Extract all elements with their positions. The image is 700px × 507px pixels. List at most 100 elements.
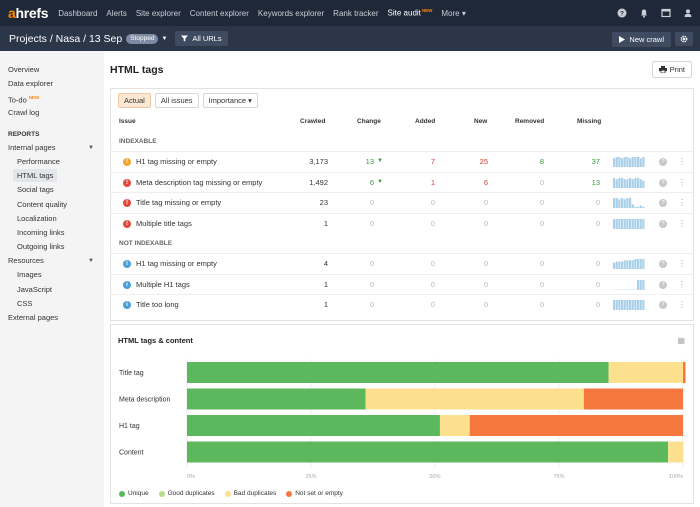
help-icon[interactable]: ? [659, 178, 667, 187]
added-value[interactable]: 0 [430, 259, 435, 268]
table-row[interactable]: ! Multiple title tags 1 0 0 0 0 0? ⋮ [111, 212, 693, 233]
new-value[interactable]: 6 [483, 177, 488, 187]
removed-value[interactable]: 8 [539, 157, 544, 166]
legend-item[interactable]: Unique [119, 490, 149, 497]
help-icon[interactable]: ? [659, 199, 667, 208]
more-options-icon[interactable]: ⋮ [678, 198, 686, 208]
help-icon[interactable]: ? [659, 301, 667, 310]
help-icon[interactable]: ? [615, 6, 628, 19]
added-value[interactable]: 1 [430, 177, 435, 187]
sidebar-item-data-explorer[interactable]: Data explorer [8, 79, 54, 89]
ahrefs-logo[interactable]: ahrefs [8, 5, 49, 21]
removed-value[interactable]: 0 [539, 218, 544, 228]
nav-site-explorer[interactable]: Site explorer [135, 8, 181, 18]
more-options-icon[interactable]: ⋮ [678, 157, 686, 166]
sidebar-item-localization[interactable]: Localization [17, 213, 57, 223]
help-icon[interactable]: ? [659, 219, 667, 228]
removed-value[interactable]: 0 [539, 279, 544, 289]
change-value[interactable]: 0 [369, 279, 374, 289]
missing-value[interactable]: 0 [595, 218, 600, 228]
legend-item[interactable]: Good duplicates [158, 490, 215, 497]
bell-icon[interactable] [637, 6, 650, 19]
crawled-value[interactable]: 4 [323, 259, 328, 268]
issue-name[interactable]: Multiple title tags [136, 218, 192, 228]
nav-dashboard[interactable]: Dashboard [58, 8, 98, 18]
nav-site-audit[interactable]: Site auditNEW [387, 8, 433, 18]
sidebar-item-content-quality[interactable]: Content quality [17, 199, 68, 209]
col-missing[interactable]: Missing [577, 118, 602, 125]
crawled-value[interactable]: 1,492 [309, 177, 328, 187]
user-icon[interactable] [681, 6, 694, 19]
col-issue[interactable]: Issue [119, 118, 136, 125]
nav-content-explorer[interactable]: Content explorer [189, 8, 249, 18]
added-value[interactable]: 7 [430, 157, 435, 166]
sidebar-item-overview[interactable]: Overview [8, 65, 40, 74]
col-change[interactable]: Change [357, 118, 381, 125]
col-added[interactable]: Added [415, 118, 436, 125]
sidebar-item-performance[interactable]: Performance [17, 156, 60, 166]
new-value[interactable]: 0 [483, 279, 488, 289]
nav-more[interactable]: More ▾ [441, 8, 466, 18]
removed-value[interactable]: 0 [539, 177, 544, 187]
col-new[interactable]: New [474, 118, 488, 125]
sidebar-item-todo[interactable]: To-do NEW [8, 95, 40, 105]
all-issues-toggle[interactable]: All issues [154, 93, 199, 108]
new-value[interactable]: 0 [483, 300, 488, 310]
trend-sparkline[interactable] [613, 279, 645, 290]
table-row[interactable]: i Multiple H1 tags 1 0 0 0 0 0? ⋮ [111, 273, 693, 294]
sidebar-group-resources[interactable]: Resources ▼ [0, 254, 104, 268]
issue-name[interactable]: Title too long [136, 300, 179, 310]
added-value[interactable]: 0 [430, 279, 435, 289]
crawled-value[interactable]: 1 [323, 279, 328, 289]
change-value[interactable]: 0 [369, 198, 374, 208]
added-value[interactable]: 0 [430, 300, 435, 310]
more-options-icon[interactable]: ⋮ [678, 218, 686, 228]
missing-value[interactable]: 0 [595, 279, 600, 289]
sidebar-item-incoming-links[interactable]: Incoming links [17, 227, 65, 237]
issue-name[interactable]: Meta description tag missing or empty [136, 177, 263, 187]
removed-value[interactable]: 0 [539, 259, 544, 268]
print-button[interactable]: Print [651, 61, 692, 78]
breadcrumb[interactable]: Projects / Nasa / 13 Sep [9, 32, 123, 45]
window-icon[interactable] [659, 6, 672, 19]
all-urls-filter-button[interactable]: All URLs [175, 31, 228, 46]
more-options-icon[interactable]: ⋮ [678, 300, 686, 310]
table-row[interactable]: i H1 tag missing or empty 4 0 0 0 0 0? ⋮ [111, 253, 693, 273]
issue-name[interactable]: H1 tag missing or empty [136, 157, 217, 166]
more-options-icon[interactable]: ⋮ [678, 177, 686, 187]
table-row[interactable]: i Title too long 1 0 0 0 0 0? ⋮ [111, 294, 693, 314]
missing-value[interactable]: 37 [591, 157, 600, 166]
added-value[interactable]: 0 [430, 198, 435, 208]
crawled-value[interactable]: 23 [319, 198, 328, 208]
sidebar-item-external-pages[interactable]: External pages [8, 313, 59, 322]
trend-sparkline[interactable] [613, 177, 645, 188]
missing-value[interactable]: 0 [595, 198, 600, 208]
table-row[interactable]: ! Meta description tag missing or empty 1,… [111, 171, 693, 192]
issue-name[interactable]: Multiple H1 tags [136, 279, 190, 289]
new-crawl-button[interactable]: New crawl [612, 32, 671, 47]
sidebar-item-crawl-log[interactable]: Crawl log [8, 107, 40, 117]
gear-icon[interactable] [675, 32, 693, 46]
caret-down-icon[interactable]: ▼ [88, 144, 94, 151]
table-row[interactable]: ! H1 tag missing or empty 3,173 13 ▼ 7 25 8 37? ⋮ [111, 151, 693, 171]
crawled-value[interactable]: 1 [323, 300, 328, 310]
caret-down-icon[interactable]: ▼ [161, 35, 168, 42]
missing-value[interactable]: 0 [595, 300, 600, 310]
trend-sparkline[interactable] [613, 300, 645, 311]
removed-value[interactable]: 0 [539, 198, 544, 208]
legend-item[interactable]: Not set or empty [286, 490, 343, 497]
help-icon[interactable]: ? [659, 260, 667, 268]
trend-sparkline[interactable] [613, 157, 645, 167]
change-value[interactable]: 0 [369, 218, 374, 228]
table-row[interactable]: ! Title tag missing or empty 23 0 0 0 0 0? ⋮ [111, 192, 693, 212]
missing-value[interactable]: 13 [591, 177, 600, 187]
change-value[interactable]: 0 [369, 259, 374, 268]
legend-item[interactable]: Bad duplicates [224, 490, 276, 497]
trend-sparkline[interactable] [613, 218, 645, 229]
added-value[interactable]: 0 [430, 218, 435, 228]
sidebar-item-images[interactable]: Images [17, 270, 42, 280]
sidebar-item-outgoing-links[interactable]: Outgoing links [17, 242, 65, 252]
nav-rank-tracker[interactable]: Rank tracker [333, 8, 379, 18]
caret-down-icon[interactable]: ▼ [88, 258, 94, 265]
col-crawled[interactable]: Crawled [300, 118, 326, 125]
